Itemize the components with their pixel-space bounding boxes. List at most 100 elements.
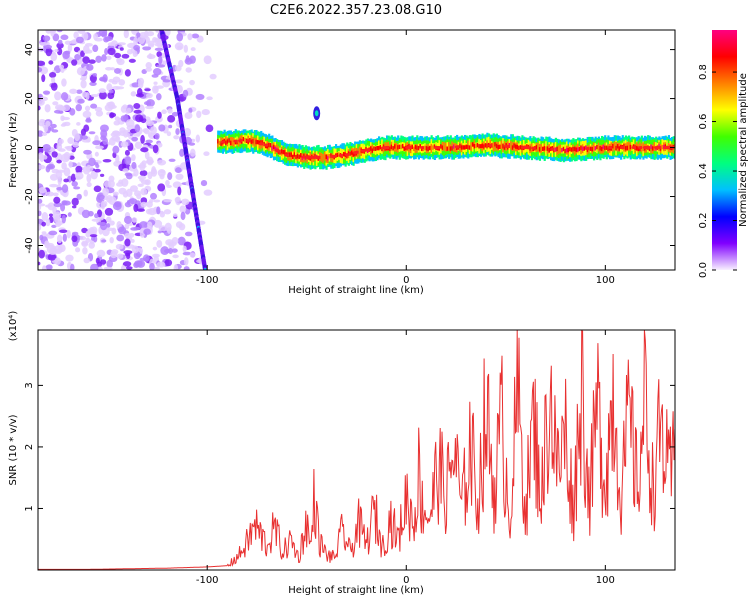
band-cell xyxy=(653,144,656,149)
noise-speckle xyxy=(104,104,114,112)
band-cell xyxy=(225,140,228,145)
noise-speckle xyxy=(58,138,64,145)
noise-speckle xyxy=(105,216,112,223)
band-peak xyxy=(276,149,283,153)
noise-speckle xyxy=(187,33,193,41)
noise-speckle xyxy=(67,212,72,217)
noise-speckle xyxy=(152,68,162,76)
noise-speckle xyxy=(80,135,88,140)
band-cell xyxy=(510,145,513,150)
band-peak xyxy=(332,154,339,158)
noise-speckle xyxy=(104,36,114,42)
colorbar-tick-label: 0.8 xyxy=(698,64,709,80)
band-peak xyxy=(620,145,627,150)
noise-speckle xyxy=(155,30,161,33)
noise-speckle xyxy=(38,164,46,170)
noise-speckle xyxy=(109,112,117,118)
band-cell xyxy=(322,153,325,159)
snr-x-axis-label: Height of straight line (km) xyxy=(288,585,424,596)
noise-speckle xyxy=(43,44,53,50)
noise-speckle xyxy=(156,39,164,48)
noise-speckle xyxy=(89,81,97,86)
noise-speckle xyxy=(113,120,121,126)
band-peak xyxy=(664,145,671,150)
noise-speckle xyxy=(183,266,190,270)
noise-speckle xyxy=(116,182,124,187)
noise-speckle xyxy=(157,111,162,119)
noise-speckle xyxy=(112,191,119,196)
band-peak xyxy=(488,143,495,148)
band-cell xyxy=(516,144,519,150)
noise-speckle xyxy=(51,224,57,228)
band-cell xyxy=(427,146,430,151)
noise-speckle xyxy=(185,55,190,63)
noise-speckle xyxy=(116,58,125,66)
band-cell xyxy=(256,139,260,145)
noise-speckle xyxy=(63,178,69,183)
noise-speckle xyxy=(86,173,92,183)
band-cell xyxy=(612,144,615,149)
noise-speckle xyxy=(115,86,125,90)
noise-speckle xyxy=(124,252,131,257)
band-cell xyxy=(556,146,559,152)
band-peak xyxy=(607,145,614,150)
band-peak xyxy=(524,146,531,150)
band-cell xyxy=(564,144,567,154)
noise-speckle xyxy=(61,214,67,224)
band-cell xyxy=(635,145,639,151)
noise-speckle xyxy=(104,48,109,55)
band-cell xyxy=(637,146,640,152)
noise-speckle xyxy=(56,186,63,191)
noise-speckle xyxy=(56,169,65,173)
band-cell xyxy=(403,146,406,151)
band-cell xyxy=(577,147,580,152)
band-cell xyxy=(629,144,632,150)
snr-y-tick-label: 2 xyxy=(24,444,35,450)
noise-speckle xyxy=(145,92,153,99)
noise-speckle xyxy=(76,193,82,200)
noise-speckle xyxy=(133,168,139,177)
noise-speckle xyxy=(136,32,141,38)
noise-speckle xyxy=(81,240,89,247)
noise-speckle xyxy=(184,231,193,237)
noise-speckle xyxy=(201,109,210,116)
colorbar: 0.0 0.2 0.4 0.6 0.8 Normalized spectral ampl… xyxy=(698,30,749,278)
band-cell xyxy=(282,149,285,155)
band-peak xyxy=(406,145,413,150)
band-cell xyxy=(342,152,346,157)
band-cell xyxy=(561,147,564,153)
band-peak xyxy=(365,148,372,152)
band-cell xyxy=(599,146,602,151)
band-peak xyxy=(505,144,512,149)
noise-speckle xyxy=(157,142,163,148)
noise-speckle xyxy=(103,180,112,188)
noise-speckle xyxy=(119,47,124,51)
noise-speckle xyxy=(126,188,133,197)
noise-speckle xyxy=(90,263,99,270)
noise-speckle xyxy=(103,200,108,207)
noise-speckle xyxy=(146,54,156,60)
band-cell xyxy=(218,140,221,146)
noise-speckle xyxy=(140,201,148,208)
band-cell xyxy=(591,147,594,152)
band-cell xyxy=(299,153,303,158)
noise-speckle xyxy=(145,62,152,69)
noise-speckle xyxy=(90,170,98,180)
snr-frame xyxy=(37,329,676,571)
noise-speckle xyxy=(50,52,58,62)
noise-speckle xyxy=(158,124,166,132)
noise-speckle xyxy=(108,89,114,94)
noise-speckle xyxy=(102,187,109,197)
noise-speckle xyxy=(144,30,149,38)
noise-speckle xyxy=(161,109,167,115)
noise-speckle xyxy=(146,201,153,208)
spectrogram-x-tick-label: -100 xyxy=(196,275,219,286)
band-cell xyxy=(419,144,422,149)
band-cell xyxy=(597,145,600,151)
noise-speckle xyxy=(77,98,85,104)
snr-y-axis-label: SNR (10 * v/v) xyxy=(8,414,19,485)
band-cell xyxy=(589,146,593,151)
noise-speckle xyxy=(139,221,148,229)
band-peak xyxy=(656,145,663,150)
